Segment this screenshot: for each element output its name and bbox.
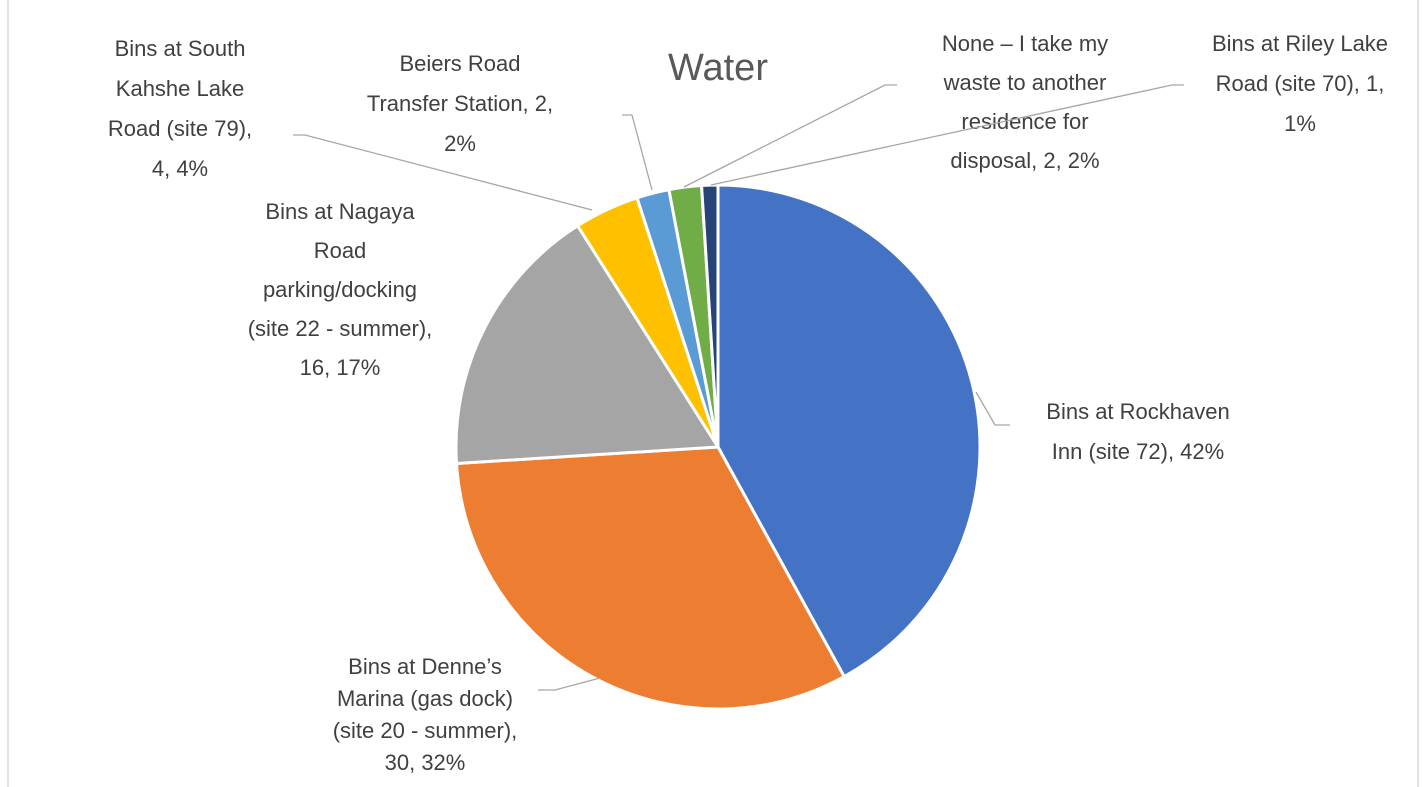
data-label: Bins at Denne’s xyxy=(348,654,502,679)
data-label: Bins at Nagaya xyxy=(265,199,415,224)
data-label: residence for xyxy=(961,109,1088,134)
data-label: (site 20 - summer), xyxy=(333,718,518,743)
data-label: None – I take my xyxy=(942,31,1108,56)
pie-slice xyxy=(716,183,982,679)
pie-slice xyxy=(700,183,720,449)
data-label: Bins at Rockhaven xyxy=(1046,399,1229,424)
data-label: Road (site 79), xyxy=(108,116,252,141)
data-label: 30, 32% xyxy=(385,750,466,775)
data-label: (site 22 - summer), xyxy=(248,316,433,341)
data-label: 1% xyxy=(1284,111,1316,136)
leader-line xyxy=(622,114,653,191)
leader-line xyxy=(975,391,1010,426)
data-label: Marina (gas dock) xyxy=(337,686,513,711)
leader-line xyxy=(683,84,897,188)
pie-slice xyxy=(455,445,846,711)
data-label: 16, 17% xyxy=(300,355,381,380)
data-label: parking/docking xyxy=(263,277,417,302)
chart-title: Water xyxy=(668,47,768,89)
data-label: Kahshe Lake xyxy=(116,76,244,101)
leader-line xyxy=(293,134,593,211)
data-label: Bins at Riley Lake xyxy=(1212,31,1388,56)
data-label: Road (site 70), 1, xyxy=(1216,71,1385,96)
data-label: Road xyxy=(314,238,367,263)
leader-line xyxy=(710,84,1184,186)
data-label: 2% xyxy=(444,131,476,156)
data-label: disposal, 2, 2% xyxy=(950,148,1099,173)
leader-line xyxy=(538,677,601,691)
data-label: 4, 4% xyxy=(152,156,208,181)
chart-border xyxy=(7,0,1419,787)
data-label: waste to another xyxy=(943,70,1107,95)
data-label: Bins at South xyxy=(115,36,246,61)
data-label: Inn (site 72), 42% xyxy=(1052,439,1224,464)
data-label: Beiers Road xyxy=(399,51,520,76)
pie-slice xyxy=(454,224,720,465)
data-label: Transfer Station, 2, xyxy=(367,91,553,116)
